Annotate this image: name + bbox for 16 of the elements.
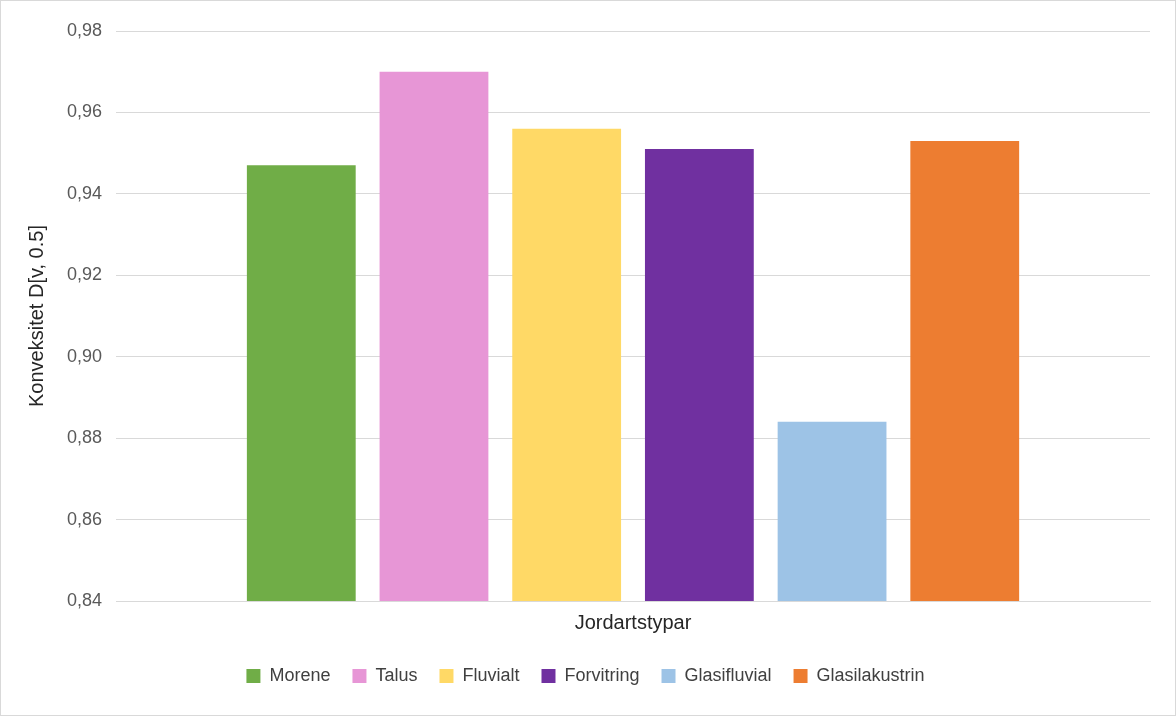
y-tick-label: 0,88	[66, 427, 103, 448]
y-tick-label: 0,94	[66, 182, 103, 203]
legend-label: Glasilakustrin	[816, 664, 925, 685]
y-tick-label: 0,90	[66, 345, 103, 366]
y-tick-label: 0,84	[66, 589, 103, 610]
y-tick-label: 0,98	[66, 19, 103, 40]
legend-label: Glasifluvial	[684, 664, 772, 685]
legend-label: Forvitring	[564, 664, 640, 685]
legend-label: Morene	[269, 664, 331, 685]
y-tick-label: 0,92	[66, 264, 103, 285]
legend-label: Fluvialt	[462, 664, 520, 685]
y-tick-label: 0,96	[66, 101, 103, 122]
y-axis-title: Konveksitet D[v, 0.5]	[24, 225, 47, 407]
y-tick-label: 0,86	[66, 508, 103, 529]
x-tick-label: Jordartstypar	[574, 610, 692, 633]
legend-label: Talus	[375, 664, 418, 685]
